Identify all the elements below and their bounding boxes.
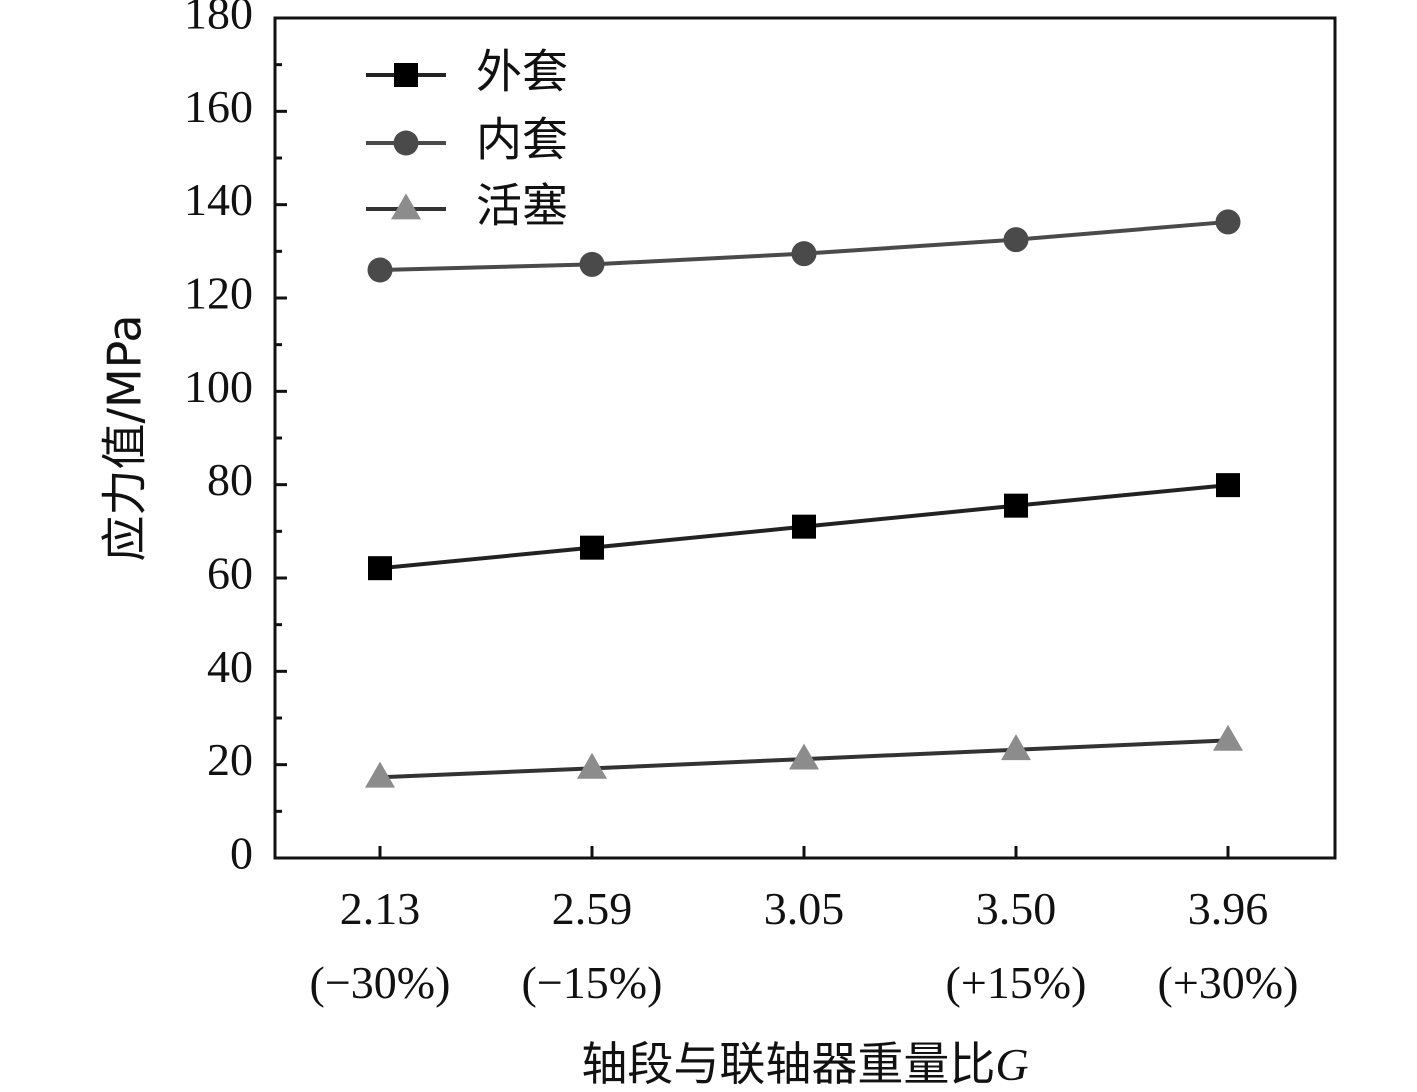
x-tick-sublabel: (+30%): [1158, 957, 1299, 1008]
data-point: [1004, 493, 1028, 518]
x-axis-title: 轴段与联轴器重量比G: [581, 1037, 1028, 1091]
legend-marker: [393, 130, 419, 156]
legend-item: 外套: [366, 45, 568, 99]
y-tick-label: 100: [184, 361, 253, 412]
legend-label: 活塞: [476, 179, 568, 233]
data-point: [791, 241, 817, 267]
data-point: [365, 761, 395, 788]
y-tick-label: 60: [207, 548, 253, 599]
x-axis-title-main: 轴段与联轴器重量比: [581, 1037, 995, 1091]
data-point: [792, 514, 816, 539]
series-2: [365, 724, 1243, 788]
x-tick-sublabel: (−30%): [310, 957, 451, 1008]
x-tick-label: 3.05: [764, 883, 845, 934]
y-tick-label: 120: [184, 268, 253, 319]
legend-item: 内套: [366, 113, 568, 167]
y-tick-label: 180: [184, 0, 253, 39]
y-tick-label: 160: [184, 81, 253, 132]
y-tick-label: 0: [230, 828, 253, 879]
data-point: [1003, 227, 1029, 253]
x-tick-label: 2.59: [552, 883, 633, 934]
y-tick-label: 80: [207, 454, 253, 505]
y-tick-label: 140: [184, 174, 253, 225]
data-point: [577, 752, 607, 779]
y-axis-title: 应力值/MPa: [98, 314, 152, 561]
data-point: [579, 251, 605, 277]
data-point: [368, 556, 392, 581]
data-point: [1001, 734, 1031, 761]
data-point: [1216, 473, 1240, 498]
legend-label: 内套: [476, 113, 568, 167]
series-1: [367, 209, 1241, 283]
x-tick-label: 2.13: [340, 883, 421, 934]
legend-item: 活塞: [366, 179, 568, 233]
series-layer: [365, 209, 1243, 788]
x-axis-title-var: G: [995, 1039, 1028, 1090]
data-point: [1215, 209, 1241, 235]
x-tick-label: 3.50: [976, 883, 1057, 934]
data-point: [367, 257, 393, 283]
legend-label: 外套: [476, 45, 568, 99]
legend-marker: [391, 193, 421, 220]
y-tick-label: 40: [207, 641, 253, 692]
x-axis: 2.13 (−30%) 2.59 (−15%) 3.05 3.50 (+15%) 3.96 (+…: [310, 846, 1299, 1008]
data-point: [580, 535, 604, 560]
series-0: [368, 473, 1240, 581]
data-point: [1213, 724, 1243, 751]
y-tick-label: 20: [207, 734, 253, 785]
x-tick-sublabel: (+15%): [946, 957, 1087, 1008]
y-axis: 0 20 40 60 80 100 120 140 160 180: [184, 0, 287, 879]
legend-marker: [394, 63, 418, 87]
data-point: [789, 743, 819, 770]
x-tick-label: 3.96: [1188, 883, 1269, 934]
x-tick-sublabel: (−15%): [522, 957, 663, 1008]
